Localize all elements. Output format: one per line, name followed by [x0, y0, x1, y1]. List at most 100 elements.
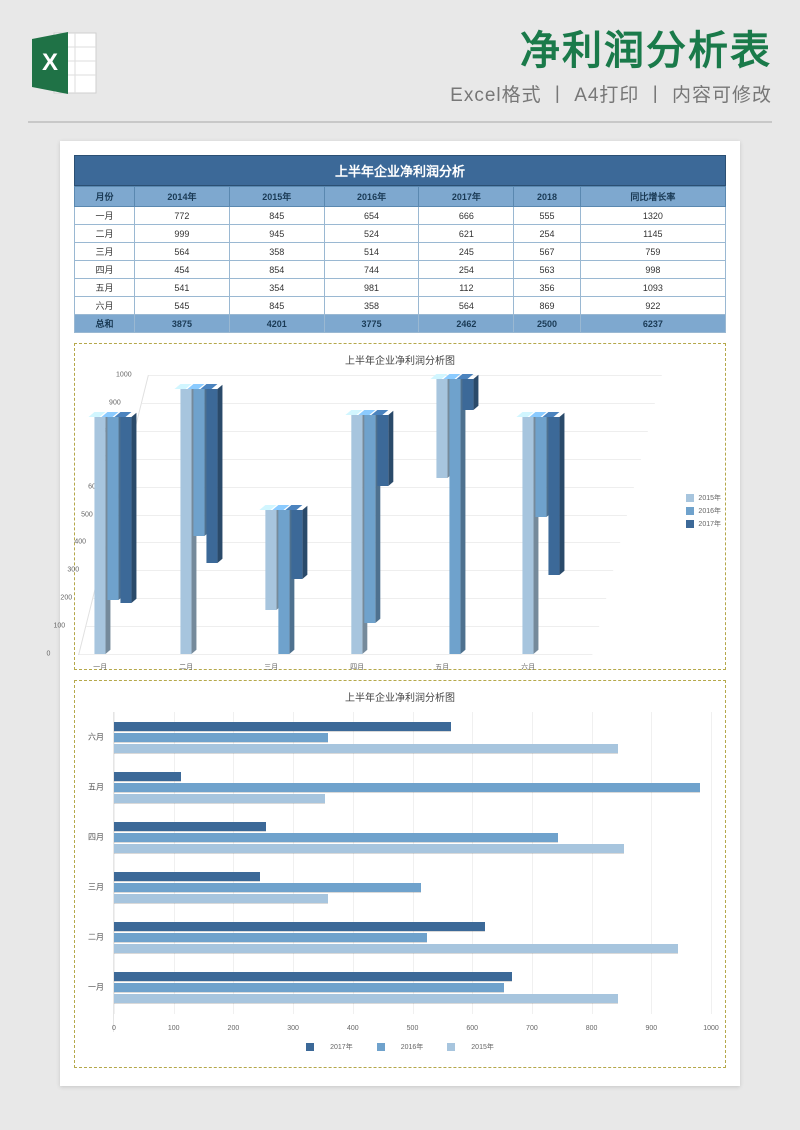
table-cell: 356: [514, 279, 580, 297]
bar-group: 二月: [114, 912, 711, 962]
axis-tick: 二月: [88, 932, 104, 943]
axis-tick: 一月: [88, 982, 104, 993]
table-row: 五月5413549811123561093: [75, 279, 726, 297]
chart-3d-legend: 2015年2016年2017年: [686, 490, 721, 532]
column-header: 2018: [514, 187, 580, 207]
table-cell: 545: [135, 297, 230, 315]
axis-tick: 300: [287, 1025, 299, 1032]
bar: [193, 389, 204, 536]
column-header: 2017年: [419, 187, 514, 207]
table-cell: 869: [514, 297, 580, 315]
table-cell: 555: [514, 207, 580, 225]
table-cell: 563: [514, 261, 580, 279]
bar: [114, 833, 558, 842]
table-cell: 2500: [514, 315, 580, 333]
table-cell: 六月: [75, 297, 135, 315]
axis-tick: 200: [60, 595, 72, 602]
table-cell: 358: [229, 243, 324, 261]
table-cell: 254: [419, 261, 514, 279]
column-header: 月份: [75, 187, 135, 207]
axis-tick: 四月: [350, 662, 364, 672]
chart-hbar: 上半年企业净利润分析图 0100200300400500600700800900…: [74, 680, 726, 1068]
bar: [108, 417, 119, 600]
header: X 净利润分析表 Excel格式 丨 A4打印 丨 内容可修改: [0, 0, 800, 117]
axis-tick: 六月: [88, 732, 104, 743]
bar: [114, 894, 328, 903]
axis-tick: 700: [526, 1025, 538, 1032]
bar-group: 三月: [114, 862, 711, 912]
axis-tick: 400: [347, 1025, 359, 1032]
bar: [377, 415, 388, 486]
table-title: 上半年企业净利润分析: [74, 155, 726, 186]
table-cell: 3775: [324, 315, 419, 333]
table-cell: 666: [419, 207, 514, 225]
table-cell: 三月: [75, 243, 135, 261]
header-divider: [28, 121, 772, 123]
table-cell: 524: [324, 225, 419, 243]
axis-tick: 400: [74, 539, 86, 546]
axis-tick: 800: [586, 1025, 598, 1032]
axis-tick: 900: [109, 399, 121, 406]
column-header: 2014年: [135, 187, 230, 207]
bar: [114, 783, 700, 792]
table-cell: 845: [229, 207, 324, 225]
bar: [114, 744, 618, 753]
chart-hbar-legend: 2017年2016年2015年: [83, 1042, 717, 1053]
table-cell: 四月: [75, 261, 135, 279]
bar: [114, 733, 328, 742]
page-title: 净利润分析表: [116, 18, 772, 76]
table-cell: 358: [324, 297, 419, 315]
bar: [114, 822, 266, 831]
excel-icon: X: [28, 27, 100, 99]
table-cell: 981: [324, 279, 419, 297]
column-header: 2015年: [229, 187, 324, 207]
bar: [463, 379, 474, 410]
table-cell: 354: [229, 279, 324, 297]
table-cell: 4201: [229, 315, 324, 333]
axis-tick: 一月: [93, 662, 107, 672]
table-cell: 654: [324, 207, 419, 225]
bar: [206, 389, 217, 563]
table-cell: 254: [514, 225, 580, 243]
table-cell: 1093: [580, 279, 725, 297]
bar: [95, 417, 106, 654]
table-row: 四月454854744254563998: [75, 261, 726, 279]
table-cell: 744: [324, 261, 419, 279]
axis-tick: 900: [645, 1025, 657, 1032]
bar: [114, 922, 485, 931]
bar-group: 四月: [114, 812, 711, 862]
axis-tick: 0: [112, 1025, 116, 1032]
chart-hbar-title: 上半年企业净利润分析图: [83, 689, 717, 704]
axis-tick: 300: [67, 567, 79, 574]
bar: [114, 872, 260, 881]
bar: [437, 379, 448, 478]
bar: [114, 972, 512, 981]
bar: [351, 415, 362, 654]
table-cell: 6237: [580, 315, 725, 333]
legend-item: 2016年: [371, 1042, 430, 1052]
axis-tick: 三月: [88, 882, 104, 893]
bar: [450, 379, 461, 654]
spreadsheet-preview: 上半年企业净利润分析 月份2014年2015年2016年2017年2018同比增…: [60, 141, 740, 1086]
table-cell: 五月: [75, 279, 135, 297]
bar: [535, 417, 546, 517]
column-header: 同比增长率: [580, 187, 725, 207]
table-cell: 999: [135, 225, 230, 243]
table-cell: 3875: [135, 315, 230, 333]
bar: [121, 417, 132, 603]
axis-tick: 六月: [521, 662, 535, 672]
table-cell: 772: [135, 207, 230, 225]
table-cell: 112: [419, 279, 514, 297]
profit-table: 月份2014年2015年2016年2017年2018同比增长率 一月772845…: [74, 186, 726, 333]
bar: [266, 510, 277, 610]
table-cell: 一月: [75, 207, 135, 225]
table-cell: 564: [135, 243, 230, 261]
svg-text:X: X: [42, 49, 58, 76]
bar: [114, 883, 421, 892]
axis-tick: 1000: [703, 1025, 719, 1032]
axis-tick: 四月: [88, 832, 104, 843]
axis-tick: 100: [168, 1025, 180, 1032]
bar: [364, 415, 375, 623]
bar: [114, 944, 678, 953]
table-row: 一月7728456546665551320: [75, 207, 726, 225]
